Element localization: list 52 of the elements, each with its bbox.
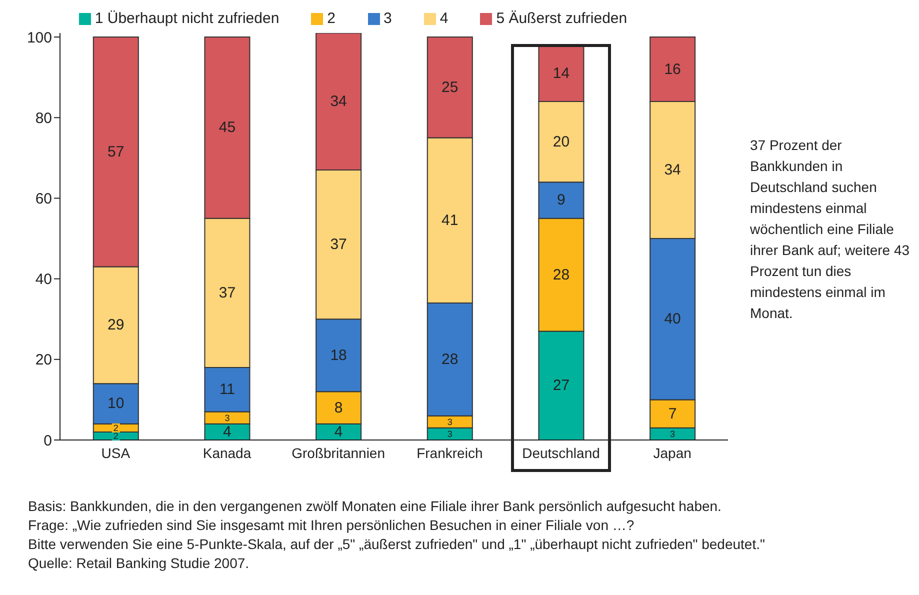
text: Basis: Bankkunden, die in den vergangenen zwölf Monaten eine Filiale ihrer Bank persönlich aufgesucht haben. <box>28 497 722 516</box>
data-label: 37 <box>218 284 236 302</box>
data-label: 57 <box>108 143 124 160</box>
x-tick-label: Deutschland <box>522 444 600 461</box>
data-label: 40 <box>664 310 681 328</box>
x-tick-label: Japan <box>653 444 692 461</box>
text: Bitte verwenden Sie eine 5-Punkte-Skala, auf der „5" „äußerst zufrieden" und „1" „überhaupt nicht zufrieden" bedeutet." <box>28 535 766 554</box>
data-label: 3 <box>447 416 452 427</box>
x-tick-label: Frankreich <box>416 444 483 461</box>
y-tick-label: 100 <box>26 29 52 46</box>
x-tick-label: Kanada <box>202 444 252 461</box>
legend-label: 3 <box>384 10 392 27</box>
data-label: 34 <box>664 162 681 179</box>
data-label: 18 <box>330 346 347 364</box>
y-tick-label: 80 <box>35 110 52 127</box>
data-label: 20 <box>552 133 570 150</box>
data-label: 16 <box>664 60 681 78</box>
x-tick-label: Großbritannien <box>292 444 386 461</box>
data-label: 37 <box>330 236 347 254</box>
y-tick-label: 60 <box>35 190 52 208</box>
data-label: 41 <box>442 212 458 229</box>
data-label: 29 <box>108 316 124 334</box>
data-label: 4 <box>223 423 232 440</box>
data-label: 3 <box>447 428 452 439</box>
source-note: Quelle: Retail Banking Studie 2007. <box>28 554 250 573</box>
text: Frage: „Wie zufrieden sind Sie insgesamt mit Ihren persönlichen Besuchen in einer Filiale von …? <box>28 516 636 535</box>
data-label: 28 <box>552 266 570 284</box>
data-label: 11 <box>219 381 236 398</box>
data-label: 27 <box>552 377 570 394</box>
y-tick-label: 40 <box>35 271 52 288</box>
data-label: 28 <box>442 350 458 368</box>
data-label: 3 <box>224 412 230 423</box>
x-tick-label: USA <box>101 444 131 461</box>
data-label: 7 <box>668 405 677 422</box>
data-label: 34 <box>330 93 347 110</box>
y-tick-label: 0 <box>44 432 52 450</box>
legend-label: 4 <box>440 10 448 27</box>
data-label: 4 <box>334 423 343 440</box>
data-label: 14 <box>552 64 570 82</box>
legend-label: 1 Überhaupt nicht zufrieden <box>94 10 280 27</box>
data-label: 8 <box>334 399 343 416</box>
data-label: 10 <box>108 395 124 412</box>
data-label: 9 <box>557 192 566 209</box>
data-label: 3 <box>670 428 676 439</box>
data-label: 45 <box>218 119 236 136</box>
data-label: 25 <box>442 78 458 96</box>
legend-label: 2 <box>327 10 336 27</box>
data-label: 2 <box>113 430 118 441</box>
y-tick-label: 20 <box>35 352 52 369</box>
text: 37 Prozent der Bankkunden in Deutschland suchen mindestens einmal wöchentlich eine Filiale ihrer Bank auf; weitere 43 Prozent tun dies mindestens einmal im Monat. <box>750 137 910 321</box>
legend-label: 5 Äußerst zufrieden <box>496 10 628 27</box>
data-label: 2 <box>113 422 118 433</box>
